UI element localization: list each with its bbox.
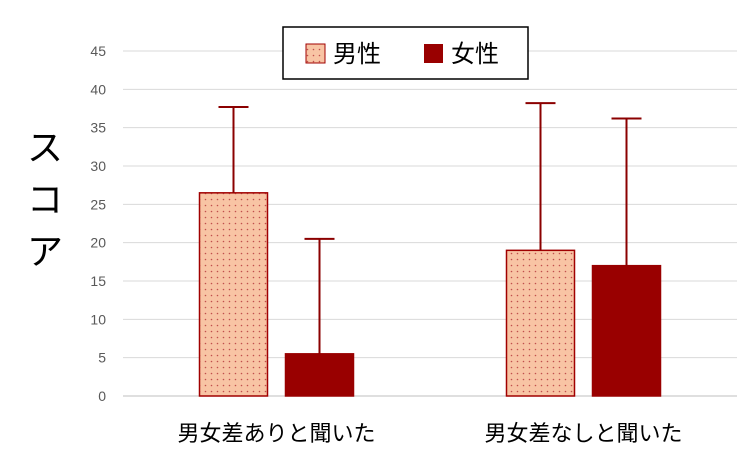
y-axis-title-char: ス	[27, 128, 63, 169]
legend-swatch-female	[424, 44, 443, 63]
bar-female	[284, 353, 355, 397]
y-tick-label: 0	[98, 388, 106, 404]
y-tick-label: 10	[90, 311, 106, 327]
y-tick-label: 45	[90, 43, 106, 59]
y-axis-title: ス コ ア	[27, 128, 63, 273]
bars	[198, 192, 662, 397]
y-tick-label: 40	[90, 81, 106, 97]
bar-male	[198, 192, 269, 397]
y-tick-label: 5	[98, 350, 106, 366]
legend-box	[282, 26, 529, 80]
legend-swatch-male	[305, 43, 326, 64]
x-category-label: 男女差ありと聞いた	[177, 422, 375, 447]
bar-male	[505, 249, 576, 397]
y-axis-ticks: 0 5 10 15 20 25 30 35 40 45	[90, 43, 106, 404]
legend: 男性 女性	[282, 26, 529, 80]
y-tick-label: 30	[90, 158, 106, 174]
legend-label-male: 男性	[333, 40, 381, 68]
x-axis-labels: 男女差ありと聞いた 男女差なしと聞いた	[177, 422, 682, 447]
x-category-label: 男女差なしと聞いた	[484, 422, 682, 447]
legend-label-female: 女性	[451, 40, 499, 68]
y-tick-label: 20	[90, 235, 106, 251]
y-axis-title-char: コ	[27, 180, 63, 221]
bar-female	[591, 264, 662, 397]
y-axis-title-char: ア	[27, 232, 63, 273]
y-tick-label: 35	[90, 120, 106, 136]
error-bars	[218, 102, 642, 354]
y-tick-label: 25	[90, 196, 106, 212]
y-tick-label: 15	[90, 273, 106, 289]
